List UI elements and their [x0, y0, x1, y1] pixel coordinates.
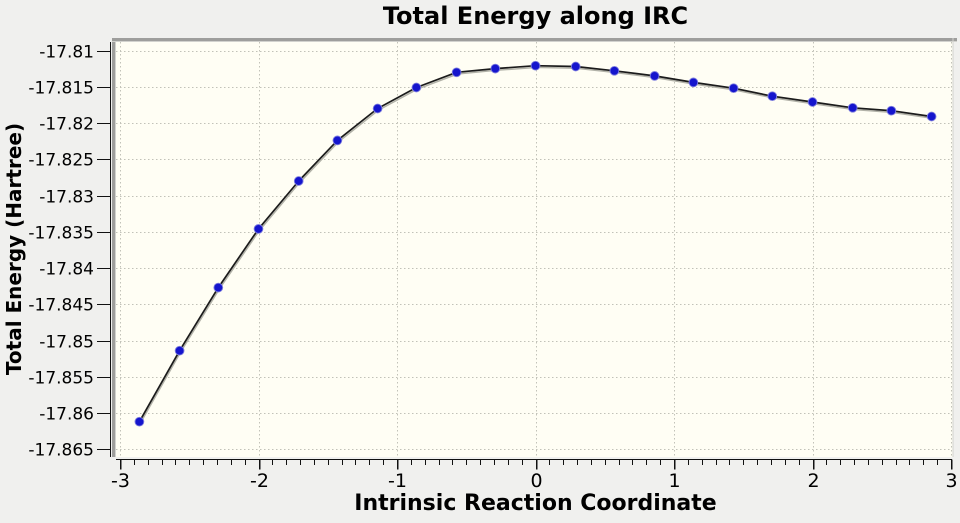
frame-top-inner [112, 41, 957, 42]
plot-frame [112, 38, 957, 457]
data-point-marker [926, 111, 937, 122]
y-tick-label: -17.845 [28, 296, 94, 316]
frame-right [952, 38, 954, 457]
data-point-marker [767, 91, 778, 102]
x-tick-label: -1 [388, 470, 407, 492]
data-point-marker [411, 82, 422, 93]
x-tick-label: 3 [945, 470, 957, 492]
y-tick-label: -17.825 [28, 151, 94, 171]
data-point-marker [807, 97, 818, 107]
data-point-marker [451, 67, 462, 78]
data-point-marker [490, 63, 501, 74]
data-point-marker [213, 282, 224, 293]
data-point-marker [332, 135, 343, 146]
data-point-marker [174, 345, 185, 356]
y-tick-label: -17.835 [28, 224, 94, 244]
chart-title: Total Energy along IRC [382, 2, 689, 30]
x-tick-label: 2 [807, 470, 819, 492]
data-point-marker [886, 105, 897, 116]
x-axis-title: Intrinsic Reaction Coordinate [354, 491, 717, 516]
data-point-marker [609, 65, 620, 76]
y-tick-label: -17.81 [39, 43, 94, 63]
data-point-marker [649, 71, 660, 81]
x-tick-label: -3 [111, 470, 130, 492]
data-point-marker [570, 61, 581, 72]
y-tick-label: -17.85 [39, 333, 94, 353]
y-axis: -17.81 -17.815 -17.82 -17.825 -17.83 -17.835 -… [28, 42, 112, 461]
data-point-marker [134, 416, 145, 427]
y-tick-label: -17.84 [39, 260, 94, 280]
y-tick-label: -17.815 [28, 79, 94, 99]
y-tick-label: -17.855 [28, 369, 94, 389]
y-axis-title: Total Energy (Hartree) [2, 122, 26, 376]
data-point-marker [372, 103, 383, 114]
x-tick-label: -2 [250, 470, 269, 492]
data-point-marker [530, 60, 541, 71]
gridlines [116, 42, 952, 456]
y-tick-label: -17.865 [28, 441, 94, 461]
data-point-marker [293, 176, 304, 186]
y-tick-label: -17.86 [39, 405, 94, 425]
frame-left [112, 38, 115, 457]
data-series [134, 60, 937, 427]
data-point-marker [847, 102, 858, 113]
data-point-marker [688, 77, 699, 88]
y-tick-label: -17.83 [39, 188, 94, 208]
data-point-marker [253, 224, 264, 234]
x-tick-label: 0 [530, 470, 542, 492]
data-point-marker [728, 83, 739, 94]
frame-top [112, 38, 957, 41]
x-axis: -3 -2 -1 0 1 2 3 [111, 458, 958, 492]
x-tick-label: 1 [668, 470, 680, 492]
y-tick-label: -17.82 [39, 115, 94, 135]
frame-left-inner [115, 41, 116, 457]
